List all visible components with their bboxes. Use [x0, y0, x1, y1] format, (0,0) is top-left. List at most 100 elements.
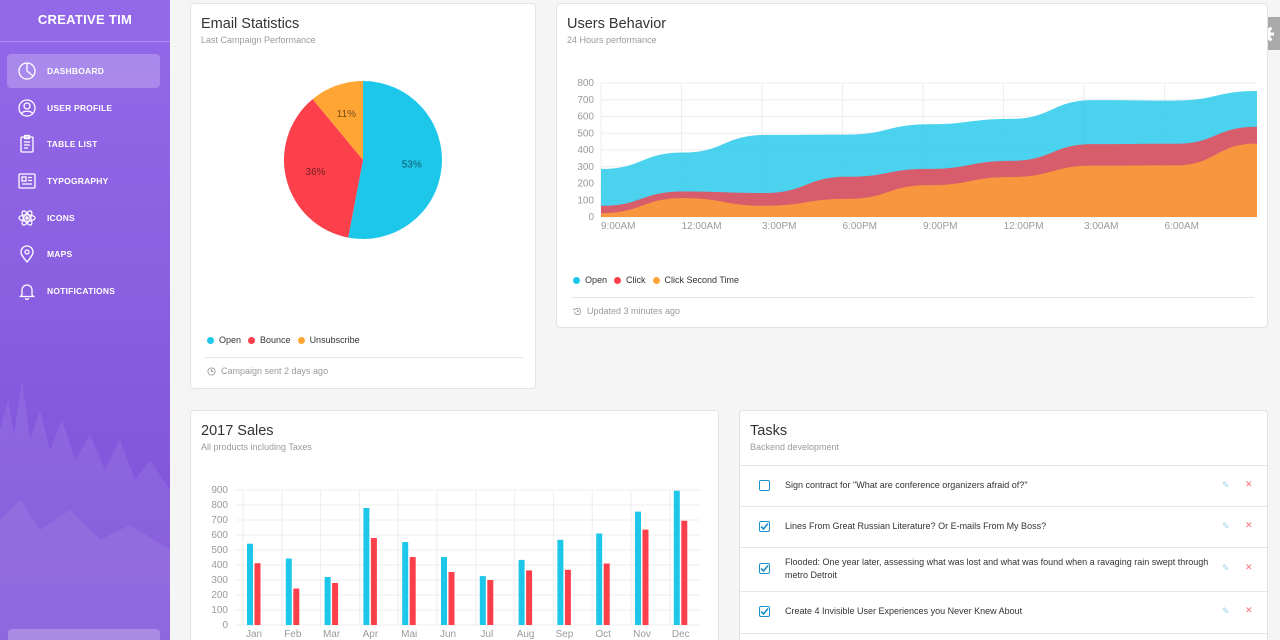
x-tick-label: Jun	[440, 629, 456, 640]
bar-mar-series1	[324, 577, 331, 625]
sidebar-item-label: MAPS	[47, 249, 73, 260]
bar-jun-series1	[441, 557, 447, 625]
close-icon[interactable]: ✕	[1245, 520, 1253, 530]
edit-icon[interactable]: ✎	[1222, 606, 1230, 616]
task-text: Flooded: One year later, assessing what …	[785, 557, 1209, 580]
close-icon[interactable]: ✕	[1245, 605, 1253, 615]
x-tick-label: Apr	[363, 629, 379, 640]
x-tick-label: Sep	[556, 629, 574, 640]
card-footer-stats: Updated 3 minutes ago	[573, 306, 680, 316]
sidebar-item-label: NOTIFICATIONS	[47, 286, 116, 297]
task-checkbox[interactable]	[759, 480, 770, 491]
sidebar-item-notifications[interactable]: NOTIFICATIONS	[7, 274, 160, 308]
sidebar-item-table-list[interactable]: TABLE LIST	[7, 127, 160, 161]
check-icon	[760, 522, 769, 531]
sidebar-item-dashboard[interactable]: DASHBOARD	[7, 54, 160, 88]
bar-feb-series2	[293, 588, 300, 625]
task-checkbox[interactable]	[759, 606, 770, 617]
x-tick-label: Jul	[480, 629, 493, 640]
chart-legend: Open Bounce Unsubscribe	[207, 335, 367, 345]
email-pie-chart: 53% 36% 11%	[284, 81, 442, 239]
legend-click-second-time: Click Second Time	[652, 275, 739, 285]
paper-icon	[18, 173, 36, 189]
y-tick-label: 700	[577, 95, 594, 106]
task-checkbox[interactable]	[759, 563, 770, 574]
legend-unsubscribe: Unsubscribe	[297, 335, 360, 345]
card-subtitle: Last Campaign Performance	[201, 35, 316, 45]
y-tick-label: 200	[577, 179, 594, 190]
check-icon	[760, 564, 769, 573]
y-tick-label: 100	[211, 605, 228, 616]
task-checkbox[interactable]	[759, 521, 770, 532]
pie-label: 36%	[306, 167, 326, 178]
x-tick-label: 3:00AM	[1084, 221, 1118, 232]
card-title: 2017 Sales	[201, 423, 274, 439]
bar-mai-series2	[409, 557, 416, 625]
users-area-chart: 0 100 200 300 400 500 600 700 800 9:00AM 12:00AM 3:…	[577, 78, 1257, 232]
bar-jul-series1	[479, 576, 486, 625]
tasks-card: Tasks Backend development Sign contract …	[739, 410, 1268, 640]
y-tick-label: 0	[588, 212, 594, 223]
sidebar-nav: DASHBOARD USER PROFILE TABLE LIST TYPOGR…	[0, 54, 170, 308]
y-tick-label: 500	[211, 545, 228, 556]
card-divider	[571, 297, 1254, 298]
sidebar-upgrade-item[interactable]	[8, 629, 160, 640]
edit-icon[interactable]: ✎	[1222, 563, 1230, 573]
bar-sep-series2	[564, 569, 571, 625]
y-tick-label: 300	[211, 575, 228, 586]
bar-mar-series2	[332, 583, 339, 625]
y-tick-label: 700	[211, 515, 228, 526]
x-tick-label: Nov	[633, 629, 651, 640]
sidebar-item-label: TABLE LIST	[47, 139, 98, 150]
card-subtitle: All products including Taxes	[201, 442, 312, 452]
close-icon[interactable]: ✕	[1245, 562, 1253, 572]
y-tick-label: 100	[577, 195, 594, 206]
sidebar-item-label: ICONS	[47, 212, 75, 223]
card-title: Tasks	[750, 423, 788, 439]
pie-label: 11%	[337, 109, 356, 120]
atom-icon	[18, 210, 36, 226]
user-icon	[18, 99, 36, 117]
card-footer-stats: Campaign sent 2 days ago	[207, 366, 328, 376]
pie-slice-unsubscribe	[312, 81, 363, 160]
sidebar-item-label: TYPOGRAPHY	[47, 176, 109, 187]
card-divider	[205, 357, 523, 358]
sidebar-item-label: USER PROFILE	[47, 102, 113, 113]
sidebar-item-user-profile[interactable]: USER PROFILE	[7, 91, 160, 125]
x-tick-label: Dec	[672, 629, 690, 640]
pie-slice-bounce	[284, 99, 363, 238]
forest-background	[0, 380, 170, 640]
y-tick-label: 400	[577, 145, 594, 156]
task-row: Create 4 Invisible User Experiences you …	[740, 591, 1267, 633]
sidebar-item-icons[interactable]: ICONS	[7, 201, 160, 235]
y-tick-label: 500	[577, 128, 594, 139]
legend-click: Click	[614, 275, 646, 285]
legend-open: Open	[207, 335, 241, 345]
bar-sep-series1	[557, 539, 564, 625]
x-tick-label: 12:00PM	[1004, 221, 1044, 232]
bar-nov-series2	[642, 529, 649, 625]
bar-oct-series1	[596, 533, 603, 625]
edit-icon[interactable]: ✎	[1222, 521, 1230, 531]
x-tick-label: Feb	[284, 629, 302, 640]
close-icon[interactable]: ✕	[1245, 479, 1253, 489]
task-text: Lines From Great Russian Literature? Or …	[785, 521, 1047, 531]
bar-aug-series2	[526, 570, 533, 625]
brand-logo[interactable]: CREATIVE TIM	[0, 0, 170, 42]
map-pin-icon	[20, 245, 34, 264]
sidebar-item-maps[interactable]: MAPS	[7, 237, 160, 271]
history-icon	[573, 307, 582, 315]
y-tick-label: 0	[222, 620, 228, 631]
task-text: Sign contract for "What are conference o…	[785, 480, 1028, 490]
card-subtitle: Backend development	[750, 442, 840, 452]
y-tick-label: 600	[577, 112, 594, 123]
edit-icon[interactable]: ✎	[1222, 480, 1230, 490]
email-statistics-card: Email Statistics Last Campaign Performan…	[190, 3, 536, 389]
area-series-click-second-time	[601, 143, 1257, 217]
task-row	[740, 633, 1267, 640]
y-tick-label: 400	[211, 560, 228, 571]
bar-mai-series1	[402, 542, 409, 625]
sidebar-item-typography[interactable]: TYPOGRAPHY	[7, 164, 160, 198]
bar-oct-series2	[603, 563, 610, 625]
card-title: Email Statistics	[201, 16, 300, 32]
